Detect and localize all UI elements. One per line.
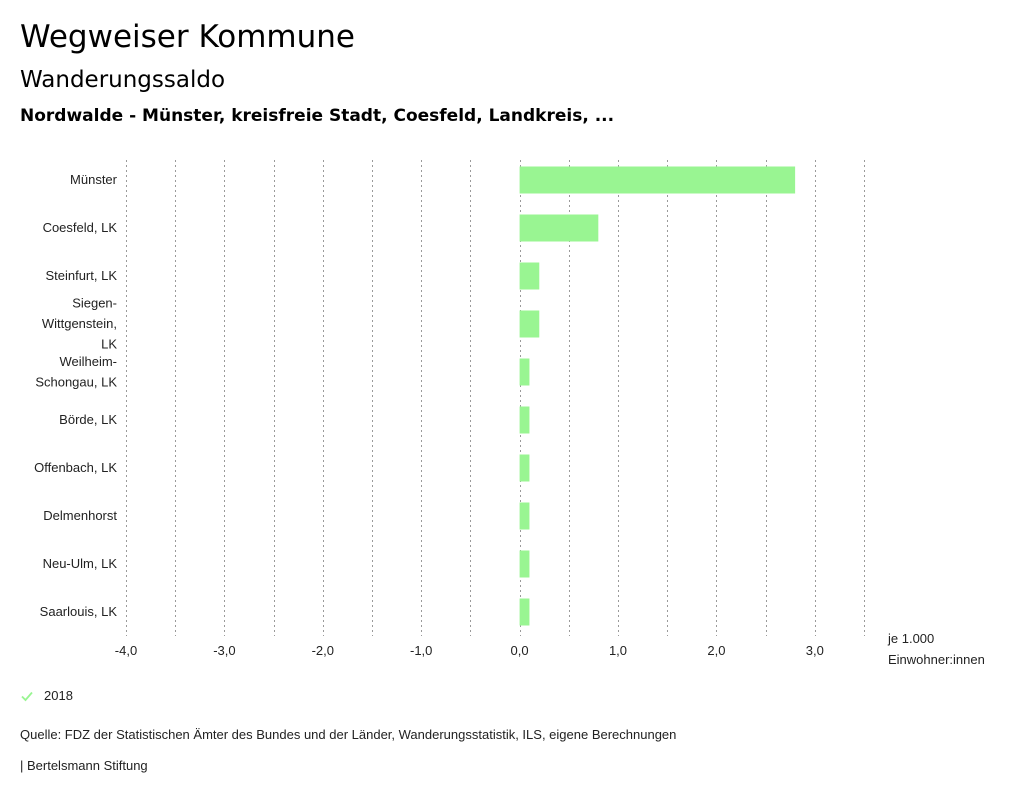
x-tick-label: 0,0 <box>511 643 529 658</box>
bar <box>519 310 540 338</box>
category-label: Weilheim- <box>59 354 117 369</box>
bar <box>519 598 530 626</box>
axis-unit-label: je 1.000 <box>887 631 934 646</box>
bar <box>519 214 599 242</box>
region-selection: Nordwalde - Münster, kreisfreie Stadt, C… <box>20 106 615 126</box>
credit-note: | Bertelsmann Stiftung <box>20 758 148 773</box>
axis-unit-label: Einwohner:innen <box>888 652 985 667</box>
category-label: Wittgenstein, <box>42 316 117 331</box>
x-tick-label: 3,0 <box>806 643 824 658</box>
bar <box>519 502 530 530</box>
x-tick-label: 2,0 <box>707 643 725 658</box>
category-label: Delmenhorst <box>43 508 117 523</box>
x-tick-label: -3,0 <box>213 643 235 658</box>
source-note: Quelle: FDZ der Statistischen Ämter des … <box>20 727 677 742</box>
x-tick-label: -1,0 <box>410 643 432 658</box>
category-label: Münster <box>70 172 118 187</box>
bar <box>519 358 530 386</box>
category-label: Siegen- <box>72 296 117 311</box>
category-label: Steinfurt, LK <box>45 268 117 283</box>
legend-label: 2018 <box>44 688 73 703</box>
category-label: Offenbach, LK <box>34 460 117 475</box>
category-label: Saarlouis, LK <box>40 604 118 619</box>
bar <box>519 550 530 578</box>
category-label: Schongau, LK <box>35 374 117 389</box>
bar <box>519 262 540 290</box>
bar <box>519 166 796 194</box>
chart-subtitle: Wanderungssaldo <box>20 67 226 93</box>
check-icon <box>20 689 34 703</box>
category-label: Neu-Ulm, LK <box>43 556 118 571</box>
bar <box>519 454 530 482</box>
x-tick-label: -4,0 <box>115 643 137 658</box>
x-tick-label: 1,0 <box>609 643 627 658</box>
legend[interactable]: 2018 <box>20 688 73 703</box>
bar <box>519 406 530 434</box>
category-label: Börde, LK <box>59 412 117 427</box>
category-label: LK <box>101 337 117 352</box>
page-title: Wegweiser Kommune <box>20 19 355 55</box>
category-label: Coesfeld, LK <box>43 220 118 235</box>
x-tick-label: -2,0 <box>312 643 334 658</box>
